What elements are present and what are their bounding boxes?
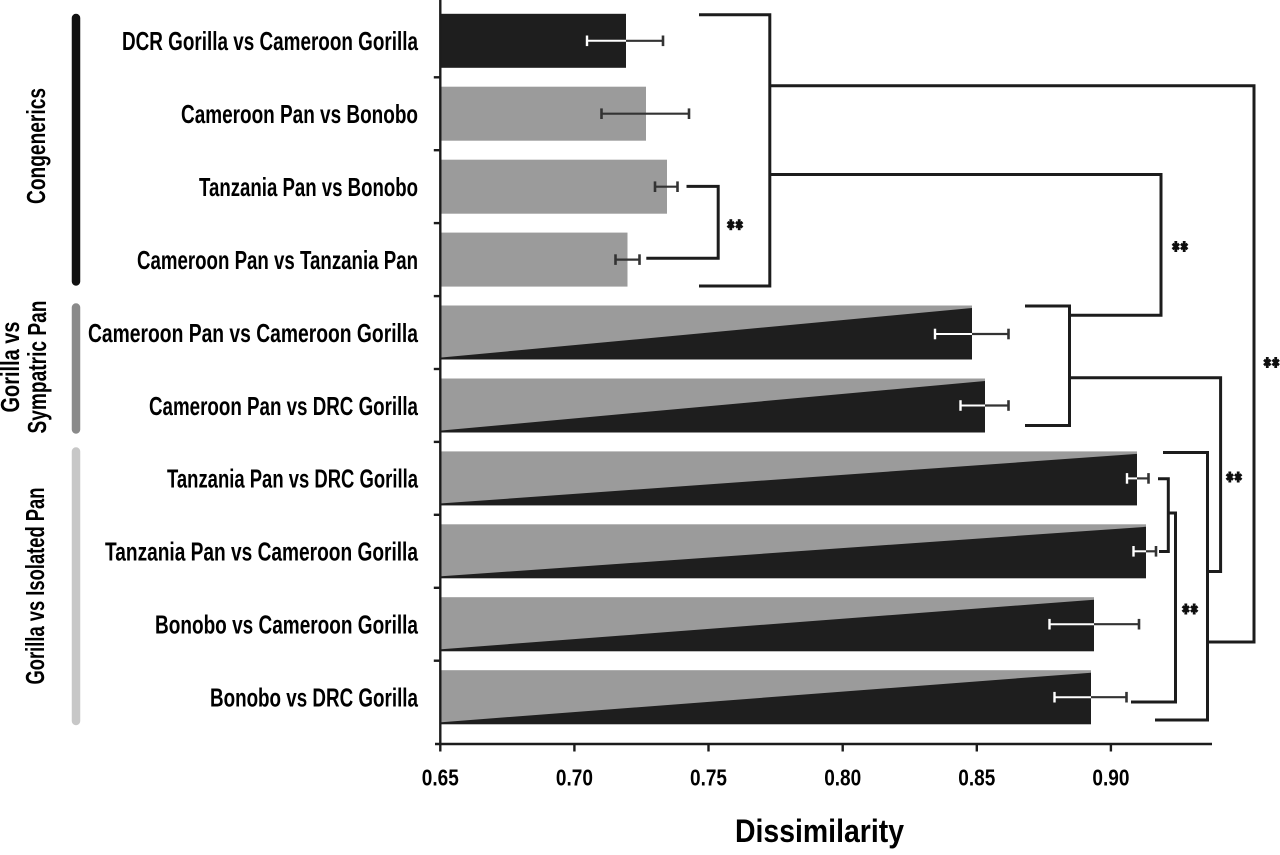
svg-text:Cameroon Pan vs Bonobo: Cameroon Pan vs Bonobo [181,99,418,129]
svg-text:Tanzania Pan vs Cameroon Goril: Tanzania Pan vs Cameroon Gorilla [105,537,418,567]
svg-text:Dissimilarity: Dissimilarity [735,813,904,849]
svg-text:0.85: 0.85 [958,765,995,791]
svg-text:Gorilla vs: Gorilla vs [0,322,25,413]
svg-text:Sympatric Pan: Sympatric Pan [22,301,52,434]
svg-text:DCR Gorilla vs Cameroon Gorill: DCR Gorilla vs Cameroon Gorilla [122,26,418,56]
svg-text:Cameroon Pan vs DRC Gorilla: Cameroon Pan vs DRC Gorilla [149,391,418,421]
svg-text:Bonobo vs DRC Gorilla: Bonobo vs DRC Gorilla [210,683,418,713]
svg-text:Cameroon Pan vs Cameroon Goril: Cameroon Pan vs Cameroon Gorilla [88,318,418,348]
svg-text:0.75: 0.75 [690,765,727,791]
svg-text:Cameroon Pan vs Tanzania Pan: Cameroon Pan vs Tanzania Pan [137,245,418,275]
svg-text:Bonobo vs Cameroon Gorilla: Bonobo vs Cameroon Gorilla [155,610,418,640]
svg-text:Tanzania Pan vs Bonobo: Tanzania Pan vs Bonobo [199,172,418,202]
svg-text:Tanzania Pan vs DRC Gorilla: Tanzania Pan vs DRC Gorilla [167,464,418,494]
svg-text:0.90: 0.90 [1092,765,1129,791]
svg-text:Congenerics: Congenerics [21,88,51,204]
svg-text:0.70: 0.70 [556,765,593,791]
svg-text:0.65: 0.65 [422,765,459,791]
svg-text:0.80: 0.80 [824,765,861,791]
svg-text:Gorilla vs Isolated Pan: Gorilla vs Isolated Pan [20,488,50,685]
